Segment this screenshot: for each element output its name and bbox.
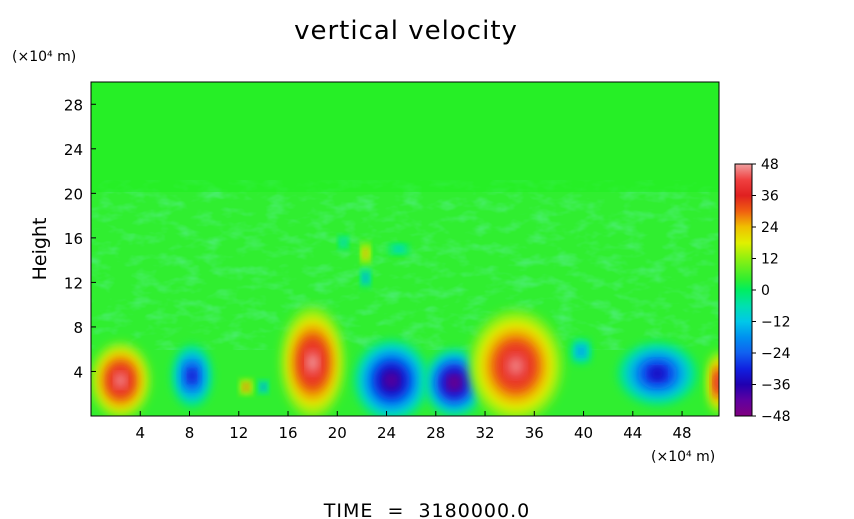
colorbar-label: −36 [761,378,791,394]
updraft-contour [364,251,367,256]
updraft-contour [115,374,126,387]
updraft-cell [91,342,151,416]
colorbar-label: 48 [761,157,779,173]
time-footer: TIME = 3180000.0 [323,500,530,519]
downdraft-contour [385,373,398,388]
updraft-cell [706,351,719,414]
x-tick-label: 8 [185,424,195,442]
colorbar-label: −24 [761,346,791,362]
downdraft-contour [342,241,345,244]
updraft-cell [360,242,371,265]
y-axis: 4 8 12 16 20 24 28 [64,96,96,381]
x-tick-label: 24 [377,424,396,442]
downdraft-cell [258,380,269,394]
downdraft-contour [650,368,664,379]
x-tick-label: 16 [278,424,297,442]
plot-frame [90,81,720,417]
colorbar-label: 12 [761,252,779,268]
updraft-contour [307,353,318,372]
updraft-cell [469,310,563,416]
updraft-contour [508,356,524,376]
x-axis-label: (×10⁴ m) [651,449,715,465]
colorbar-label: 0 [761,283,770,299]
y-tick-label: 28 [64,96,83,114]
chart-title: vertical velocity [294,16,518,46]
colorbar-fill [735,164,752,416]
downdraft-cell [571,339,591,364]
x-tick-label: 40 [574,424,593,442]
downdraft-contour [397,248,401,250]
y-tick-label: 8 [73,319,83,337]
upper-layer [91,82,719,192]
colorbar: 48 36 24 12 0 −12 −24 −36 −48 [734,157,791,425]
colorbar-label: 36 [761,189,779,205]
plot-area [90,81,720,417]
downdraft-cell [338,235,349,250]
downdraft-cell [172,344,212,408]
x-tick-label: 4 [135,424,145,442]
noise-band [91,180,719,350]
x-tick-label: 28 [426,424,445,442]
colorbar-label: −12 [761,315,791,331]
updraft-contour [716,377,719,388]
y-tick-label: 24 [64,141,83,159]
x-tick-label: 20 [328,424,347,442]
downdraft-cell [360,269,371,287]
x-tick-label: 36 [525,424,544,442]
downdraft-cell [618,342,697,405]
downdraft-contour [188,370,196,382]
downdraft-contour [449,377,460,389]
colorbar-labels: 48 36 24 12 0 −12 −24 −36 −48 [752,157,791,425]
x-axis: 4 8 12 16 20 24 28 32 36 40 44 48 [135,411,692,442]
downdraft-contour [364,276,367,280]
colorbar-label: −48 [761,409,791,425]
y-tick-label: 4 [73,363,83,381]
x-tick-label: 32 [475,424,494,442]
updraft-cell [239,379,253,395]
y-tick-label: 20 [64,185,83,203]
updraft-cell [280,306,345,416]
x-tick-label: 44 [623,424,642,442]
downdraft-contour [262,385,265,389]
y-tick-label: 16 [64,230,83,248]
downdraft-cell [388,243,409,255]
y-tick-label: 12 [64,274,83,292]
downdraft-cell [354,340,429,416]
x-tick-label: 12 [229,424,248,442]
updraft-contour [245,385,248,389]
y-axis-label: Height [29,218,51,281]
x-tick-label: 48 [673,424,692,442]
downdraft-contour [579,349,583,354]
y-unit-label: (×10⁴ m) [12,49,76,65]
feature-layer [91,235,719,416]
downdraft-cell [424,349,484,416]
colorbar-label: 24 [761,220,779,236]
